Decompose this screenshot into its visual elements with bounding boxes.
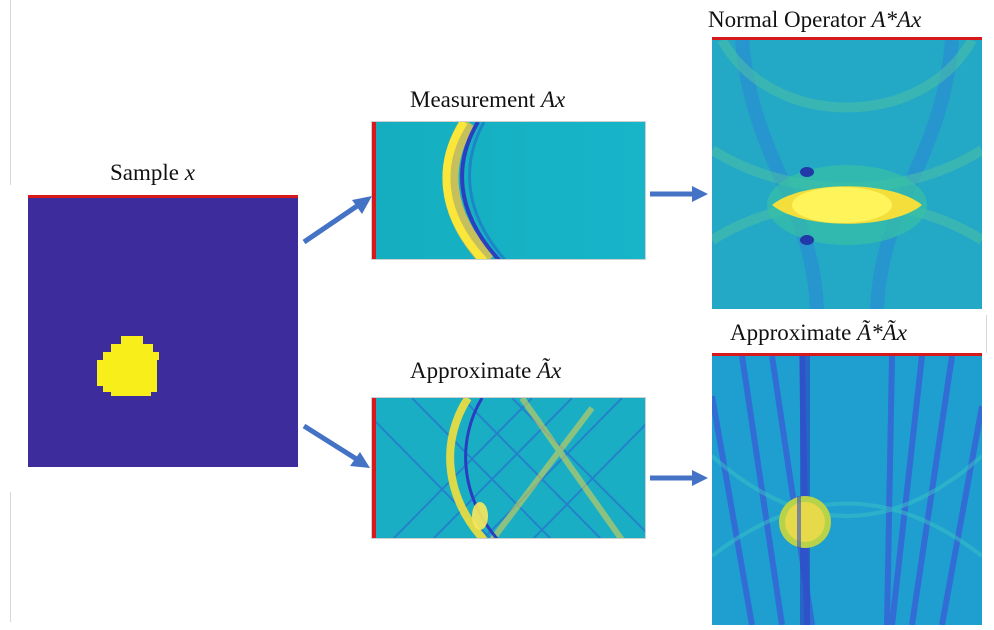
sample-red-bar	[28, 195, 298, 198]
measurement-title: Measurement Ax	[410, 87, 566, 112]
sample-title: Sample x	[110, 160, 195, 185]
approx-normal-red-bar	[712, 353, 982, 356]
approx-measurement-title: Approximate Ãx	[410, 358, 562, 383]
arrow-sample-to-measurement	[302, 196, 372, 245]
normal-operator-title: Normal Operator A*Ax	[708, 7, 922, 32]
approx-measurement-image	[371, 397, 646, 539]
sample-image	[28, 198, 298, 467]
normal-red-bar	[712, 37, 982, 40]
left-guide-bottom	[10, 492, 11, 622]
approx-normal-title: Approximate Ã*Ãx	[730, 320, 907, 345]
sample-disk	[97, 336, 159, 396]
approx-normal-image	[712, 356, 982, 625]
arrow-measurement-to-normal	[650, 186, 708, 202]
arrow-approx-to-approx-normal	[650, 470, 708, 486]
arrow-sample-to-approx	[302, 423, 370, 468]
left-guide-top	[10, 0, 11, 185]
right-guide	[986, 315, 987, 353]
measurement-image	[371, 121, 646, 260]
normal-operator-image	[712, 40, 982, 309]
